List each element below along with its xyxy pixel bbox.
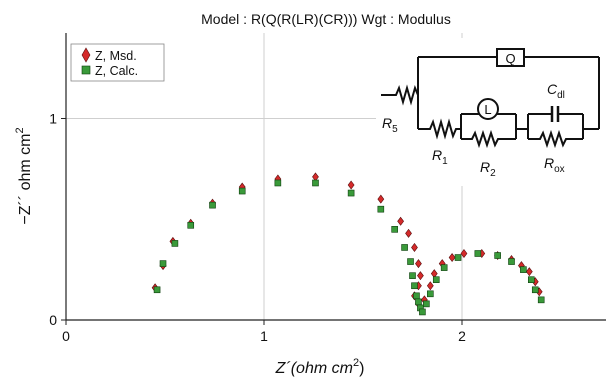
- point-calculated: [411, 282, 418, 290]
- point-calculated: [312, 179, 319, 187]
- point-calculated: [427, 290, 434, 298]
- point-measured: [397, 216, 404, 226]
- point-calculated: [415, 298, 422, 306]
- point-measured: [405, 228, 412, 238]
- x-axis-label: Z´(ohm cm2): [275, 357, 365, 377]
- point-measured: [415, 259, 422, 269]
- point-calculated: [347, 189, 355, 197]
- point-calculated: [274, 179, 282, 187]
- x-tick-label: 1: [260, 328, 268, 344]
- point-calculated: [527, 276, 535, 284]
- legend-marker-measured: [81, 47, 91, 63]
- point-calculated: [432, 276, 440, 284]
- point-calculated: [409, 272, 416, 279]
- point-calculated: [531, 286, 539, 294]
- circuit-r2-label: R2: [480, 159, 496, 179]
- legend-marker-calculated: [81, 65, 91, 75]
- x-tick-label: 0: [62, 328, 70, 344]
- point-calculated: [187, 221, 195, 229]
- point-calculated: [407, 258, 414, 265]
- data-points: [151, 172, 545, 316]
- point-measured: [377, 194, 385, 204]
- circuit-r5-resistor: [381, 84, 419, 106]
- point-calculated: [413, 292, 420, 300]
- point-calculated: [454, 254, 462, 261]
- point-measured: [460, 249, 468, 259]
- circuit-rox-resistor: [528, 129, 583, 149]
- point-calculated: [391, 226, 398, 233]
- circuit-l-element: [477, 98, 499, 120]
- point-measured: [426, 281, 434, 291]
- y-tick-label: 0: [49, 312, 57, 328]
- point-calculated: [508, 258, 515, 265]
- point-calculated: [153, 286, 161, 294]
- circuit-r5-label: R5: [382, 115, 398, 135]
- point-calculated: [159, 260, 167, 267]
- point-calculated: [474, 250, 482, 257]
- axis-ticks: 0 1 2 0 1: [49, 111, 466, 345]
- circuit-diagram: Q L Cdl R5 R1 R2 Rox: [376, 38, 606, 186]
- point-calculated: [494, 252, 501, 259]
- y-axis-label: −Z´´ ohm cm2: [14, 127, 34, 224]
- legend: Z, Msd. Z, Calc.: [70, 43, 165, 82]
- circuit-rox-label: Rox: [544, 155, 565, 175]
- y-tick-label: 1: [49, 111, 57, 127]
- point-measured: [448, 253, 456, 263]
- circuit-r1-resistor: [418, 118, 461, 140]
- point-measured: [417, 271, 424, 281]
- point-measured: [525, 267, 533, 277]
- point-calculated: [537, 296, 545, 304]
- circuit-r1-label: R1: [432, 147, 448, 167]
- point-measured: [347, 180, 355, 190]
- point-calculated: [377, 205, 385, 213]
- point-calculated: [171, 240, 179, 247]
- circuit-l-label: L: [484, 102, 491, 117]
- point-calculated: [401, 244, 408, 251]
- point-calculated: [440, 264, 448, 271]
- legend-label-measured: Z, Msd.: [95, 49, 137, 63]
- point-measured: [411, 242, 418, 252]
- chart-title: Model : R(Q(R(LR)(CR))) Wgt : Modulus: [201, 11, 451, 27]
- legend-label-calculated: Z, Calc.: [95, 64, 138, 78]
- point-calculated: [520, 266, 527, 273]
- point-calculated: [238, 187, 246, 195]
- point-calculated: [209, 201, 216, 209]
- point-calculated: [423, 300, 430, 308]
- circuit-cdl-label: Cdl: [547, 81, 565, 101]
- x-tick-label: 2: [458, 328, 466, 344]
- circuit-r2-resistor: [461, 129, 516, 149]
- point-calculated: [419, 308, 426, 316]
- circuit-q-label: Q: [505, 51, 515, 66]
